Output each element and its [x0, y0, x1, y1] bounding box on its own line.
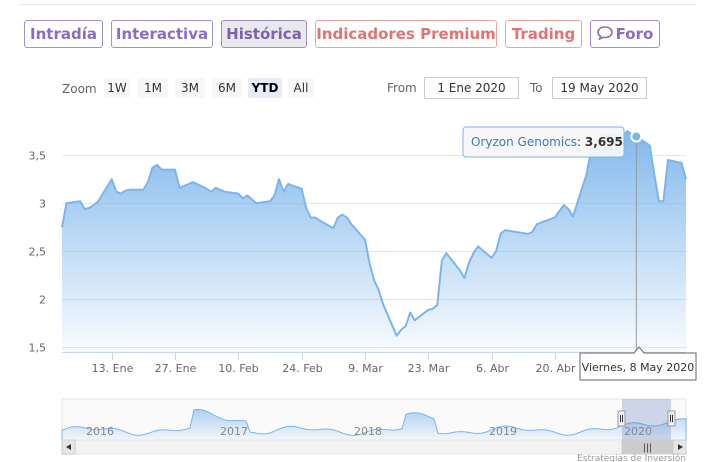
- x-tick-label: 6. Abr: [476, 362, 509, 375]
- x-tick-label: 23. Mar: [408, 362, 450, 375]
- price-area: [62, 131, 686, 352]
- x-tick-label: 20. Abr: [535, 362, 575, 375]
- arrow-right-icon: [678, 444, 683, 450]
- y-tick-label: 3: [39, 198, 46, 211]
- chart-credits[interactable]: Estrategias de Inversión: [577, 453, 686, 462]
- top-divider: [20, 4, 696, 5]
- arrow-left-icon: [66, 444, 71, 450]
- tooltip: Oryzon Genomics: 3,695: [462, 126, 625, 158]
- from-date-input[interactable]: 1 Ene 2020: [424, 77, 519, 99]
- to-label: To: [530, 81, 543, 95]
- zoom-label: Zoom: [62, 82, 97, 96]
- tab-foro-label: Foro: [615, 25, 654, 43]
- y-tick-label: 3,5: [29, 150, 47, 163]
- y-tick-label: 2: [39, 294, 46, 307]
- tooltip-series: Oryzon Genomics: [471, 135, 577, 149]
- navigator-right-handle[interactable]: [667, 410, 676, 427]
- x-tick-label: 27. Ene: [155, 362, 197, 375]
- tooltip-value: 3,695: [585, 135, 623, 149]
- navigator-year-2020: 2020: [624, 425, 652, 438]
- tab-intradia[interactable]: Intradía: [24, 20, 103, 48]
- y-tick-label: 2,5: [29, 246, 47, 259]
- tooltip-date: Viernes, 8 May 2020: [582, 361, 695, 374]
- zoom-ytd-button[interactable]: YTD: [248, 78, 282, 98]
- navigator-year-2016: 2016: [86, 425, 114, 438]
- navigator-year-2019: 2019: [489, 425, 517, 438]
- tab-indicadores-premium[interactable]: Indicadores Premium: [315, 20, 497, 48]
- highlight-point: [630, 130, 643, 143]
- navigator-selection[interactable]: [622, 399, 671, 440]
- zoom-all-button[interactable]: All: [288, 78, 314, 98]
- tab-foro[interactable]: Foro: [590, 20, 660, 48]
- from-label: From: [387, 81, 417, 95]
- y-tick-label: 1,5: [29, 342, 47, 355]
- zoom-1m-button[interactable]: 1M: [138, 78, 168, 98]
- scrollbar-track[interactable]: [61, 439, 687, 455]
- navigator[interactable]: 2016 2017 2018 2019 2020: [61, 398, 687, 441]
- x-tick-label: 24. Feb: [282, 362, 322, 375]
- tab-historica[interactable]: Histórica: [221, 20, 307, 48]
- zoom-6m-button[interactable]: 6M: [212, 78, 242, 98]
- scrollbar[interactable]: |||: [61, 439, 687, 455]
- chat-bubble-icon: [596, 22, 613, 48]
- x-tick-label: 13. Ene: [92, 362, 134, 375]
- svg-text:Oryzon Genomics: 3,695: Oryzon Genomics: 3,695: [471, 135, 623, 149]
- date-label: Viernes, 8 May 2020: [579, 346, 697, 381]
- navigator-left-handle[interactable]: [617, 410, 626, 427]
- to-date-input[interactable]: 19 May 2020: [552, 77, 647, 99]
- tab-trading[interactable]: Trading: [505, 20, 582, 48]
- navigator-year-2018: 2018: [354, 425, 382, 438]
- scroll-grip-icon: |||: [643, 444, 652, 454]
- zoom-3m-button[interactable]: 3M: [175, 78, 205, 98]
- x-tick-label: 9. Mar: [348, 362, 383, 375]
- navigator-year-2017: 2017: [220, 425, 248, 438]
- navigator-series: [61, 408, 687, 441]
- price-line: [61, 130, 687, 337]
- zoom-1w-button[interactable]: 1W: [104, 78, 130, 98]
- tab-interactiva[interactable]: Interactiva: [111, 20, 213, 48]
- x-tick-label: 10. Feb: [218, 362, 258, 375]
